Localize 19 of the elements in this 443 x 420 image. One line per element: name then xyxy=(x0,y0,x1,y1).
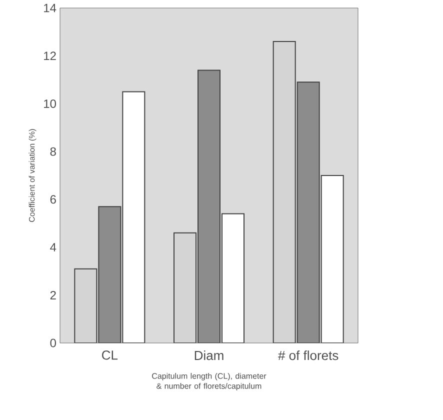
y-tick-label: 8 xyxy=(50,147,56,156)
y-tick-label: 14 xyxy=(44,4,56,12)
y-tick-label: 10 xyxy=(44,99,56,108)
y-axis-title: Coefficient of variation (%) xyxy=(28,129,36,222)
x-tick-label: # of florets xyxy=(278,350,338,360)
y-tick-label: 2 xyxy=(50,290,56,300)
bar xyxy=(296,82,320,343)
x-axis-title: Capitulum length (CL), diameter & number of florets/capitulum xyxy=(152,372,266,390)
y-tick-label: 4 xyxy=(50,243,56,252)
y-tick-label: 0 xyxy=(50,338,56,348)
bar xyxy=(222,213,245,343)
bar xyxy=(198,70,221,343)
x-tick-label: Diam xyxy=(194,350,224,360)
x-tick-label: CL xyxy=(102,350,118,360)
bar xyxy=(98,206,122,343)
y-tick-label: 6 xyxy=(50,195,56,204)
bar xyxy=(320,175,344,343)
bar xyxy=(122,91,146,343)
y-tick-label: 12 xyxy=(44,52,56,60)
